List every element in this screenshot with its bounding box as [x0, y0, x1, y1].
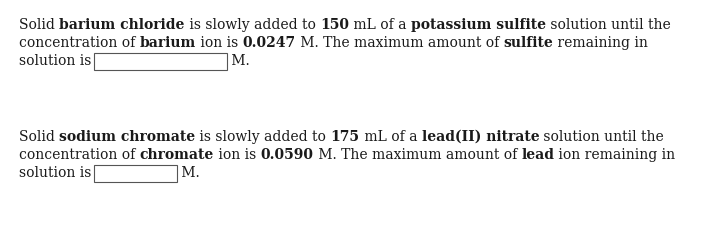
- Text: ion remaining in: ion remaining in: [554, 148, 675, 161]
- Text: concentration of: concentration of: [19, 36, 140, 50]
- Text: 150: 150: [320, 18, 349, 32]
- Text: M.: M.: [228, 54, 250, 68]
- Text: remaining in: remaining in: [553, 36, 648, 50]
- Text: 175: 175: [330, 130, 359, 143]
- Text: is slowly added to: is slowly added to: [184, 18, 320, 32]
- Text: lead(II) nitrate: lead(II) nitrate: [421, 130, 539, 143]
- Text: M. The maximum amount of: M. The maximum amount of: [313, 148, 521, 161]
- Text: ion is: ion is: [196, 36, 243, 50]
- Text: 0.0247: 0.0247: [243, 36, 296, 50]
- Text: barium chloride: barium chloride: [59, 18, 184, 32]
- Text: Solid: Solid: [19, 18, 59, 32]
- Text: ion is: ion is: [214, 148, 261, 161]
- Text: concentration of: concentration of: [19, 148, 140, 161]
- Text: solution until the: solution until the: [539, 130, 664, 143]
- Text: lead: lead: [521, 148, 554, 161]
- Text: 0.0590: 0.0590: [261, 148, 313, 161]
- Text: solution until the: solution until the: [546, 18, 670, 32]
- Text: Solid: Solid: [19, 130, 59, 143]
- Bar: [94, 54, 228, 71]
- Text: potassium sulfite: potassium sulfite: [410, 18, 546, 32]
- Text: chromate: chromate: [140, 148, 214, 161]
- Text: M.: M.: [177, 165, 200, 179]
- Text: sodium chromate: sodium chromate: [59, 130, 195, 143]
- Bar: [94, 165, 177, 182]
- Text: sulfite: sulfite: [503, 36, 553, 50]
- Text: mL of a: mL of a: [359, 130, 421, 143]
- Text: mL of a: mL of a: [349, 18, 410, 32]
- Text: is slowly added to: is slowly added to: [195, 130, 330, 143]
- Text: solution is: solution is: [19, 165, 91, 179]
- Text: solution is: solution is: [19, 54, 91, 68]
- Text: barium: barium: [140, 36, 196, 50]
- Text: M. The maximum amount of: M. The maximum amount of: [296, 36, 503, 50]
